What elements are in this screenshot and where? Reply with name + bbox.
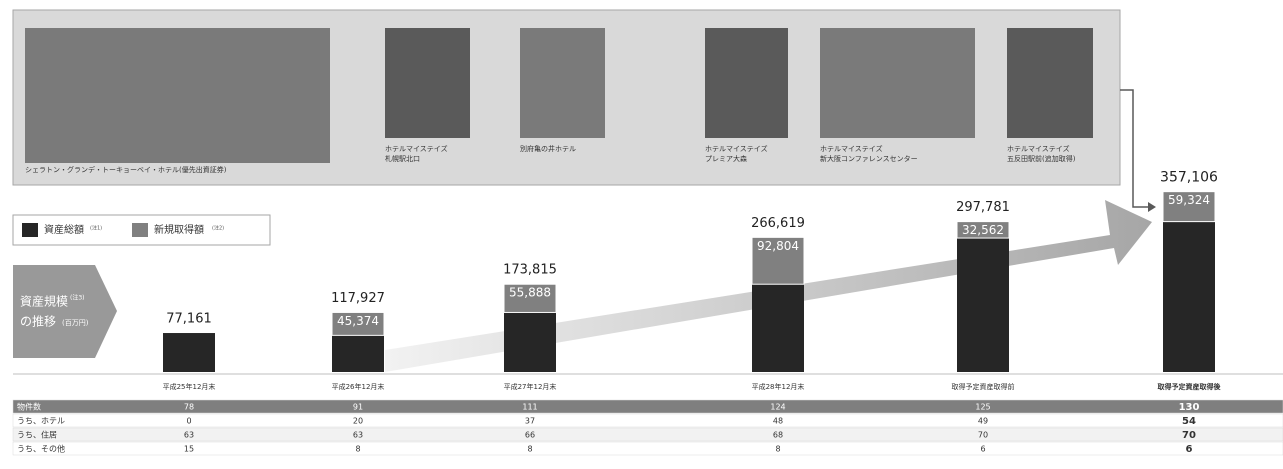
x-tick-label: 平成27年12月末 xyxy=(504,382,557,391)
table-cell: 63 xyxy=(353,431,363,440)
table-cell: 111 xyxy=(522,403,537,412)
photo-caption: 新大阪コンファレンスセンター xyxy=(820,154,918,163)
bar-segment xyxy=(503,283,557,313)
side-unit: (百万円) xyxy=(62,319,89,327)
table-cell: 78 xyxy=(184,403,194,412)
side-label: の推移 xyxy=(20,315,56,329)
segment-label: 92,804 xyxy=(757,239,799,253)
table-cell: 37 xyxy=(525,417,535,426)
table-cell: 8 xyxy=(775,445,780,454)
photo xyxy=(520,28,605,138)
photo xyxy=(25,28,330,163)
table-cell: 物件数 xyxy=(17,402,41,412)
table-cell: 91 xyxy=(353,403,363,412)
legend-note: (注1) xyxy=(90,225,102,232)
bar-segment xyxy=(1162,191,1216,223)
total-label: 357,106 xyxy=(1160,170,1218,186)
side-note: (注3) xyxy=(70,294,85,302)
bar-segment xyxy=(1163,221,1215,372)
total-label: 77,161 xyxy=(166,312,212,327)
bar-segment xyxy=(956,221,1010,239)
photo-caption: ホテルマイステイズ xyxy=(385,144,448,153)
table-cell: 70 xyxy=(978,431,988,440)
table-cell: 49 xyxy=(978,417,988,426)
x-tick-label: 平成25年12月末 xyxy=(163,382,216,391)
table-cell: うち、その他 xyxy=(17,444,65,454)
x-tick-label: 取得予定資産取得後 xyxy=(1158,382,1222,391)
photo-caption: ホテルマイステイズ xyxy=(1007,144,1070,153)
x-tick-label: 平成28年12月末 xyxy=(752,382,805,391)
bar-segment xyxy=(752,284,804,372)
table-cell: 68 xyxy=(773,431,783,440)
connector-head xyxy=(1148,202,1156,212)
side-label: 資産規模 xyxy=(20,294,68,309)
table-cell: 54 xyxy=(1182,416,1196,427)
bar-segment xyxy=(957,238,1009,372)
table-row xyxy=(12,399,1283,414)
segment-label: 45,374 xyxy=(337,314,379,328)
table-cell: 0 xyxy=(186,417,191,426)
table-cell: 48 xyxy=(773,417,783,426)
legend-swatch xyxy=(22,223,38,237)
photo-caption: 別府亀の井ホテル xyxy=(520,144,576,153)
legend-note: (注2) xyxy=(212,225,224,232)
total-label: 266,619 xyxy=(751,216,805,231)
table-row xyxy=(12,413,1283,428)
photo xyxy=(820,28,975,138)
segment-label: 59,324 xyxy=(1168,193,1210,207)
connector xyxy=(1120,89,1148,208)
table-cell: 15 xyxy=(184,445,194,454)
table-cell: 8 xyxy=(527,445,532,454)
legend-label: 資産総額 xyxy=(44,223,84,236)
segment-label: 32,562 xyxy=(962,223,1004,237)
table-cell: 6 xyxy=(1186,444,1193,455)
photo-caption: ホテルマイステイズ xyxy=(705,144,768,153)
legend-label: 新規取得額 xyxy=(154,223,204,236)
table-cell: 125 xyxy=(975,403,990,412)
table-cell: うち、ホテル xyxy=(17,417,65,426)
side-arrow xyxy=(13,265,117,358)
photo-caption: 五反田駅前(追加取得) xyxy=(1007,154,1076,163)
table-cell: 8 xyxy=(355,445,360,454)
bar-segment xyxy=(751,236,805,285)
total-label: 173,815 xyxy=(503,263,557,278)
photo-caption: ホテルマイステイズ xyxy=(820,144,883,153)
growth-arrow xyxy=(385,200,1152,372)
table-cell: 6 xyxy=(980,445,985,454)
photo-caption: シェラトン・グランデ・トーキョーベイ・ホテル(優先出資証券) xyxy=(25,165,227,174)
table-row xyxy=(12,427,1283,442)
photo xyxy=(705,28,788,138)
x-tick-label: 平成26年12月末 xyxy=(332,382,385,391)
legend-swatch xyxy=(132,223,148,237)
photo-caption: 札幌駅北口 xyxy=(385,154,420,163)
table-row xyxy=(12,441,1283,456)
table-cell: 70 xyxy=(1182,430,1196,441)
table-cell: 63 xyxy=(184,431,194,440)
bar-segment xyxy=(504,312,556,372)
bar-segment xyxy=(332,335,384,372)
x-tick-label: 取得予定資産取得前 xyxy=(952,382,1015,391)
total-label: 297,781 xyxy=(956,200,1010,215)
bar-segment xyxy=(331,311,385,336)
table-cell: 20 xyxy=(353,417,363,426)
table-cell: 130 xyxy=(1179,402,1200,413)
table-cell: 66 xyxy=(525,431,535,440)
bar-segment xyxy=(163,333,215,372)
total-label: 117,927 xyxy=(331,291,385,306)
photo xyxy=(1007,28,1093,138)
table-cell: うち、住居 xyxy=(17,430,57,440)
photo xyxy=(385,28,470,138)
segment-label: 55,888 xyxy=(509,286,551,300)
photo-caption: プレミア大森 xyxy=(705,154,747,163)
table-cell: 124 xyxy=(770,403,785,412)
